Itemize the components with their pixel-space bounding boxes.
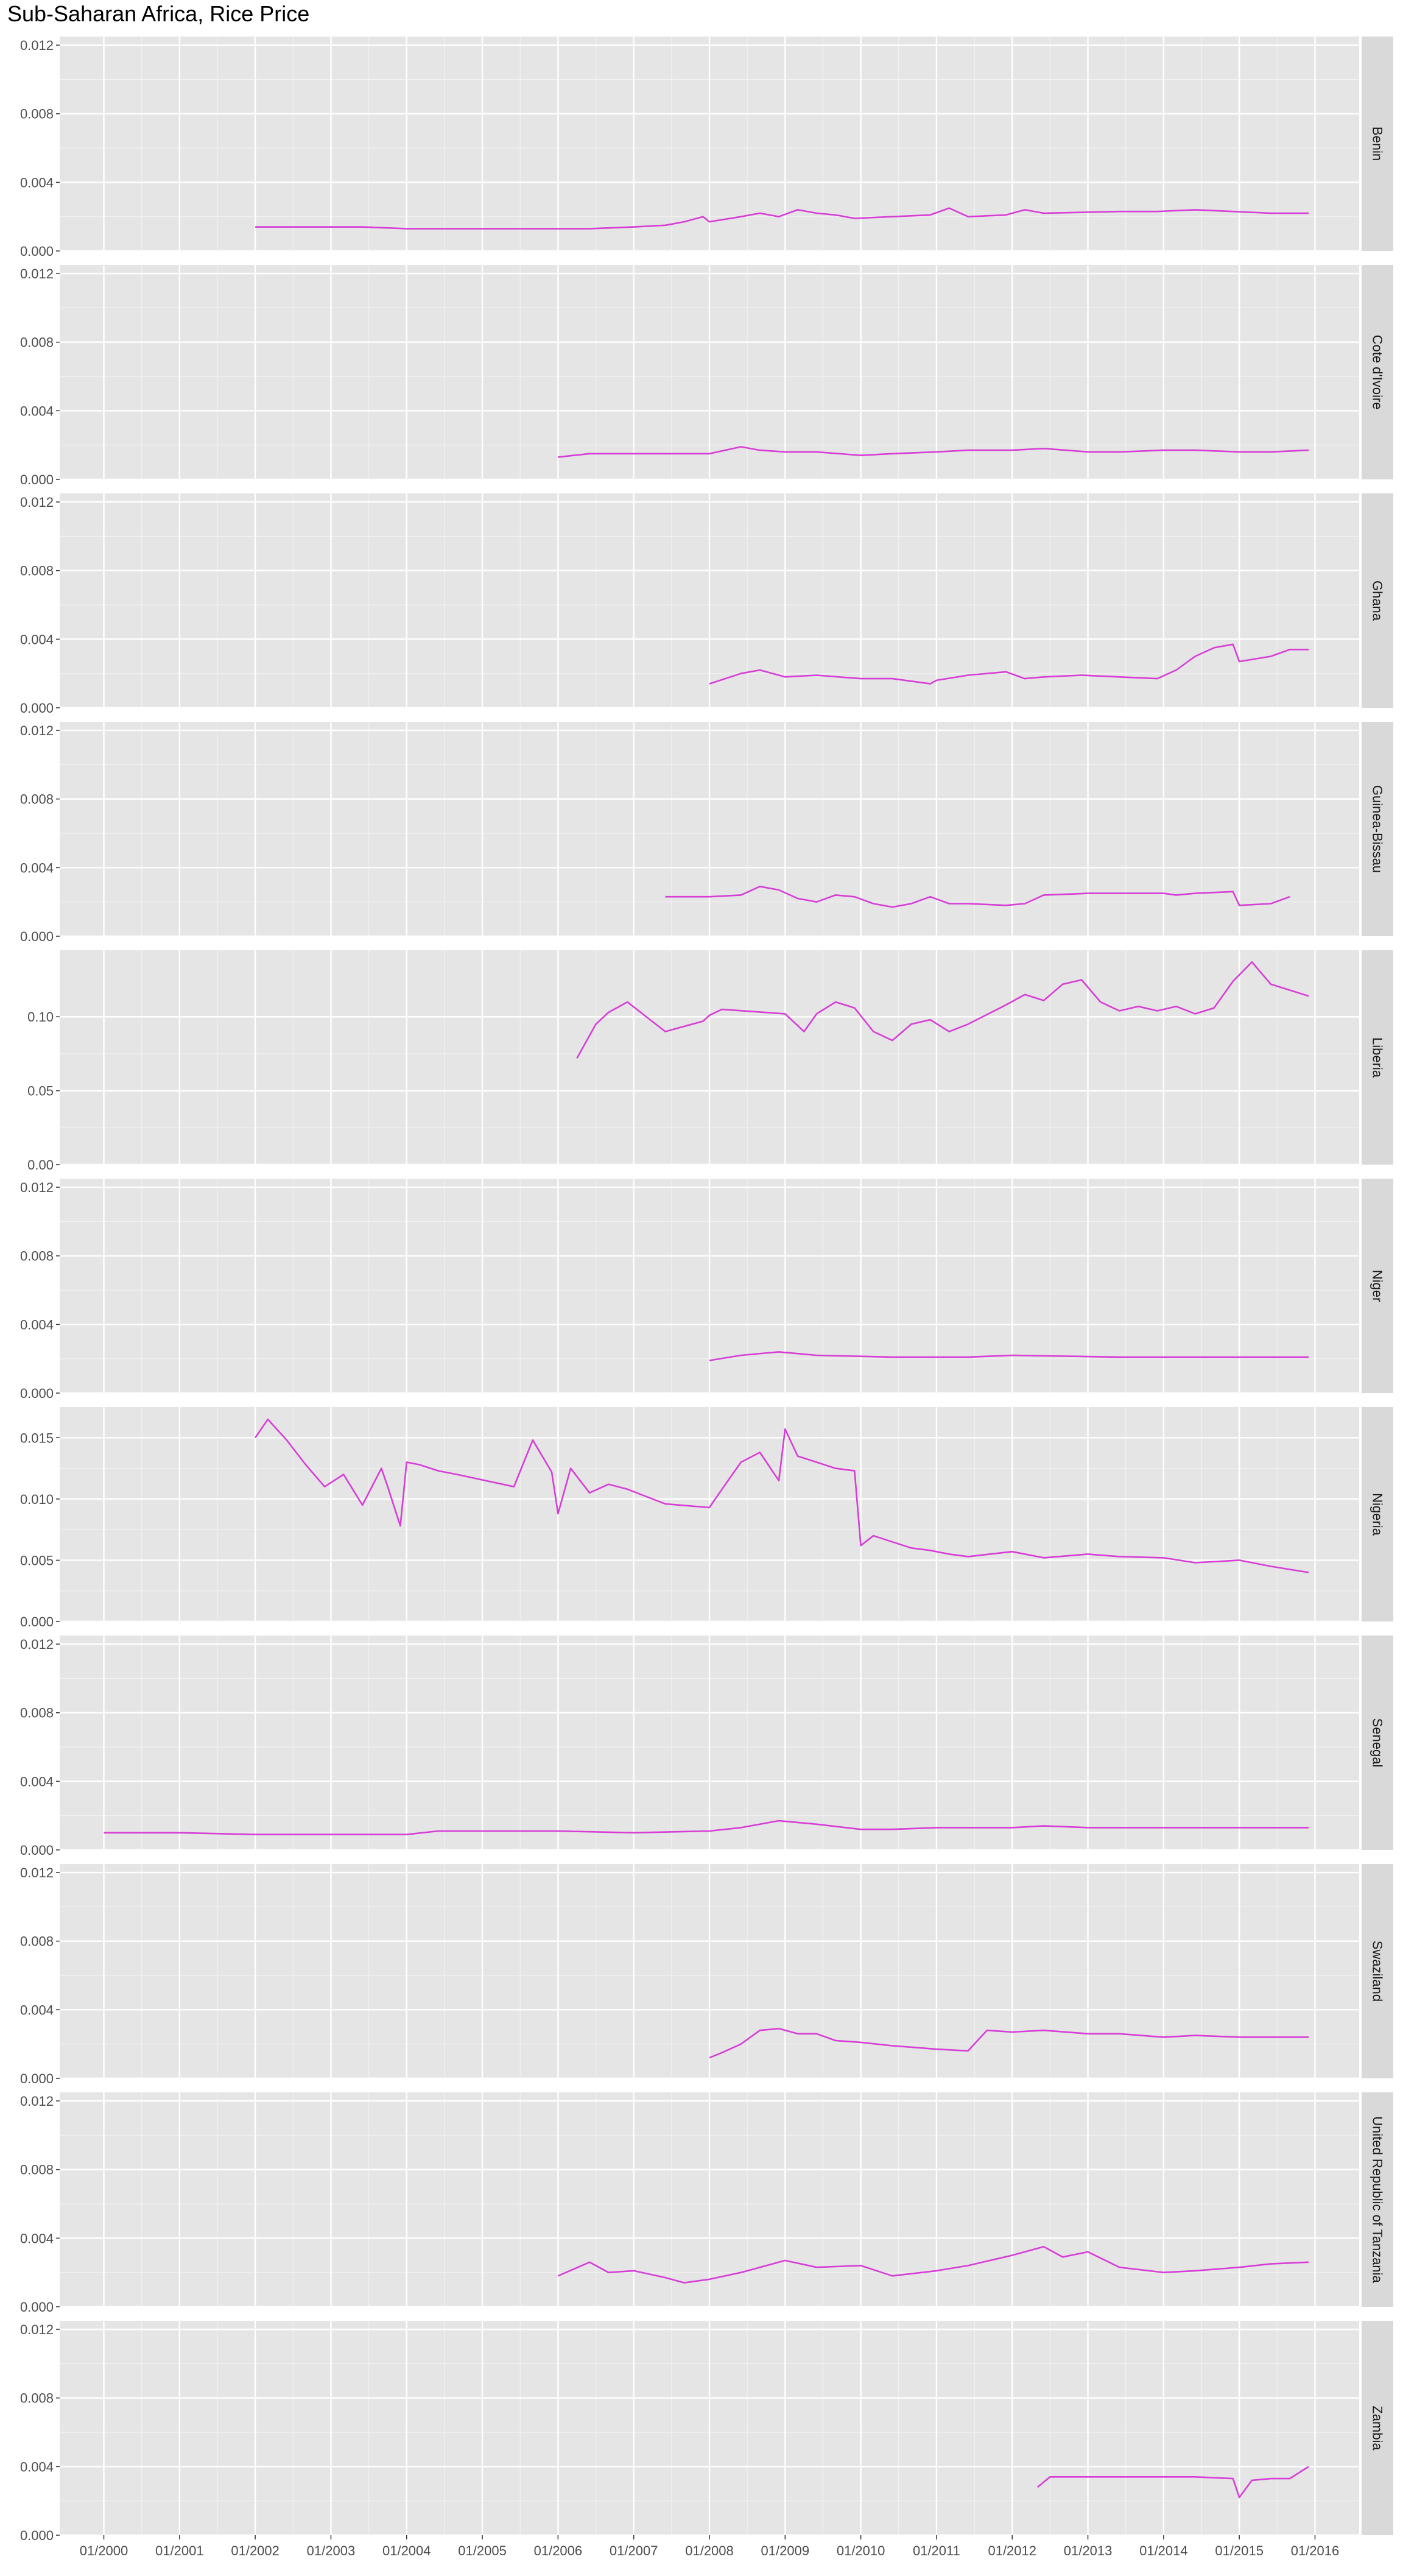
- y-tick-label: 0.015: [20, 1430, 54, 1445]
- y-tick-label: 0.008: [20, 563, 54, 579]
- facet-strip-label: Ghana: [1370, 580, 1385, 621]
- y-tick-label: 0.000: [20, 2071, 54, 2086]
- y-tick-label: 0.000: [20, 1614, 54, 1629]
- facet-strip-label: United Republic of Tanzania: [1370, 2116, 1385, 2283]
- y-tick-label: 0.008: [20, 792, 54, 807]
- y-tick-label: 0.008: [20, 2162, 54, 2178]
- y-tick-label: 0.004: [20, 860, 54, 875]
- y-tick-label: 0.012: [20, 495, 54, 510]
- y-tick-label: 0.05: [27, 1084, 54, 1099]
- series-line-swaziland: [709, 2028, 1309, 2059]
- y-tick-label: 0.012: [20, 1180, 54, 1195]
- y-tick-label: 0.004: [20, 175, 54, 190]
- y-tick-label: 0.008: [20, 2391, 54, 2406]
- series-line-benin: [255, 207, 1309, 230]
- x-tick-label: 01/2012: [988, 2543, 1036, 2558]
- y-tick-label: 0.012: [20, 266, 54, 281]
- chart-title: Sub-Saharan Africa, Rice Price: [7, 1, 310, 26]
- facet-strip-label: Senegal: [1370, 1718, 1385, 1768]
- x-tick-label: 01/2004: [382, 2543, 431, 2558]
- facet-strip-label: Nigeria: [1370, 1493, 1385, 1536]
- facet-strip: [1362, 37, 1393, 251]
- x-tick-label: 01/2007: [610, 2543, 658, 2558]
- x-tick-label: 01/2003: [307, 2543, 356, 2558]
- series-line-guinea-bissau: [665, 886, 1290, 908]
- y-tick-label: 0.008: [20, 335, 54, 350]
- x-tick-label: 01/2001: [155, 2543, 204, 2558]
- y-tick-label: 0.000: [20, 244, 54, 259]
- facet-strip-label: Niger: [1370, 1270, 1385, 1302]
- series-line-nigeria: [255, 1418, 1309, 1573]
- y-tick-label: 0.012: [20, 723, 54, 738]
- y-tick-label: 0.004: [20, 632, 54, 647]
- y-tick-label: 0.10: [27, 1009, 54, 1025]
- facet-strip: [1362, 265, 1393, 479]
- facet-strip: [1362, 2321, 1393, 2535]
- x-tick-label: 01/2015: [1215, 2543, 1264, 2558]
- facet-strip: [1362, 493, 1393, 708]
- y-tick-label: 0.004: [20, 1317, 54, 1332]
- y-tick-label: 0.005: [20, 1553, 54, 1568]
- y-tick-label: 0.004: [20, 2459, 54, 2474]
- y-tick-label: 0.004: [20, 1774, 54, 1789]
- facet-strip-label: Cote d'Ivoire: [1370, 335, 1385, 410]
- x-tick-label: 01/2005: [458, 2543, 507, 2558]
- y-tick-label: 0.008: [20, 1249, 54, 1264]
- facet-strip: [1362, 1179, 1393, 1393]
- facet-strip-label: Benin: [1370, 127, 1385, 161]
- series-line-zambia: [1036, 2466, 1309, 2499]
- x-tick-label: 01/2016: [1291, 2543, 1340, 2558]
- series-line-senegal: [104, 1819, 1309, 1835]
- x-tick-label: 01/2002: [231, 2543, 280, 2558]
- y-tick-label: 0.000: [20, 472, 54, 487]
- series-line-niger: [709, 1351, 1309, 1361]
- y-tick-label: 0.00: [27, 1157, 54, 1173]
- y-tick-label: 0.008: [20, 1706, 54, 1721]
- series-line-united-republic-of-tanzania: [557, 2246, 1309, 2284]
- facet-strip: [1362, 1864, 1393, 2078]
- facet-strip: [1362, 2092, 1393, 2307]
- facet-strip: [1362, 722, 1393, 936]
- series-line-cote-d-ivoire: [558, 446, 1309, 458]
- facet-strip: [1362, 1636, 1393, 1850]
- y-tick-label: 0.012: [20, 2094, 54, 2109]
- facet-strip: [1362, 950, 1393, 1165]
- y-tick-label: 0.000: [20, 2299, 54, 2315]
- x-tick-label: 01/2014: [1139, 2543, 1188, 2558]
- y-tick-label: 0.012: [20, 2322, 54, 2337]
- facet-strip-label: Zambia: [1370, 2405, 1385, 2451]
- series-line-liberia: [576, 961, 1309, 1059]
- facet-strip-label: Liberia: [1370, 1037, 1385, 1078]
- y-tick-label: 0.000: [20, 2528, 54, 2543]
- x-tick-label: 01/2010: [837, 2543, 885, 2558]
- y-tick-label: 0.008: [20, 1934, 54, 1949]
- x-tick-label: 01/2011: [913, 2543, 960, 2558]
- y-tick-label: 0.004: [20, 2002, 54, 2017]
- y-tick-label: 0.012: [20, 1865, 54, 1880]
- y-tick-label: 0.004: [20, 2231, 54, 2246]
- x-tick-label: 01/2013: [1064, 2543, 1113, 2558]
- facet-strip-label: Guinea-Bissau: [1370, 785, 1385, 873]
- y-tick-label: 0.012: [20, 38, 54, 53]
- y-tick-label: 0.012: [20, 1637, 54, 1652]
- x-tick-label: 01/2000: [80, 2543, 128, 2558]
- y-tick-label: 0.004: [20, 403, 54, 418]
- series-line-ghana: [709, 643, 1309, 685]
- y-tick-label: 0.008: [20, 107, 54, 122]
- facet-strip: [1362, 1407, 1393, 1621]
- y-tick-label: 0.000: [20, 1843, 54, 1858]
- x-tick-label: 01/2009: [761, 2543, 810, 2558]
- x-tick-label: 01/2008: [685, 2543, 734, 2558]
- x-tick-label: 01/2006: [534, 2543, 583, 2558]
- y-tick-label: 0.000: [20, 1386, 54, 1401]
- y-tick-label: 0.010: [20, 1492, 54, 1507]
- y-tick-label: 0.000: [20, 929, 54, 944]
- facet-strip-label: Swaziland: [1370, 1941, 1385, 2002]
- y-tick-label: 0.000: [20, 700, 54, 716]
